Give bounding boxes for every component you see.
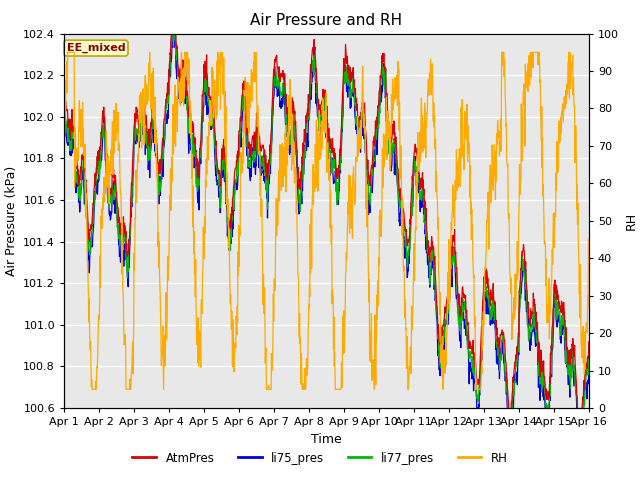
Y-axis label: RH: RH: [625, 212, 637, 230]
Legend: AtmPres, li75_pres, li77_pres, RH: AtmPres, li75_pres, li77_pres, RH: [128, 447, 512, 469]
Y-axis label: Air Pressure (kPa): Air Pressure (kPa): [4, 166, 17, 276]
Text: EE_mixed: EE_mixed: [67, 43, 125, 53]
Title: Air Pressure and RH: Air Pressure and RH: [250, 13, 403, 28]
X-axis label: Time: Time: [311, 432, 342, 445]
